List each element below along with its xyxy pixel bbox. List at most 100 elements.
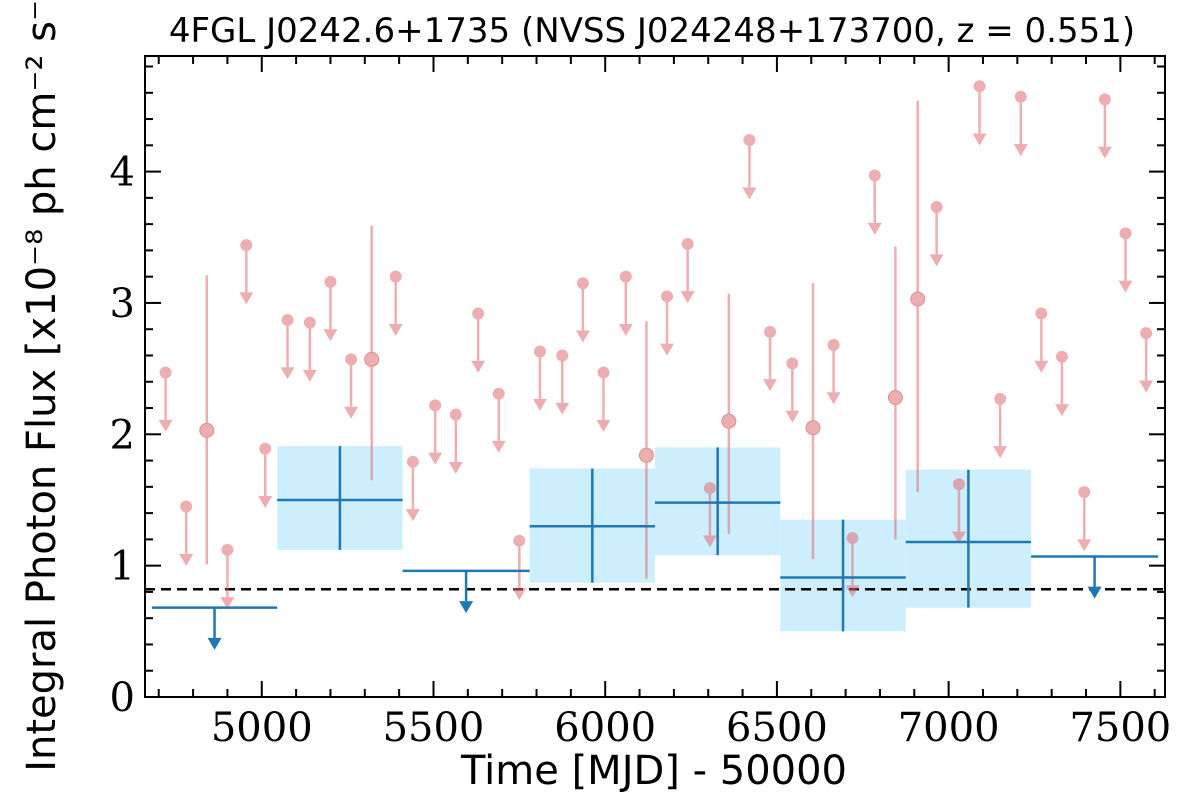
short-upper-limit [618,270,633,336]
upper-limit-point [1098,93,1111,106]
short-upper-limit [742,134,757,200]
upper-limit-point [994,392,1007,405]
short-upper-limit [972,80,987,146]
upper-limit-point [259,442,272,455]
upper-limit-point [619,270,632,283]
short-upper-limit [1034,307,1049,373]
upper-limit-arrowhead [1139,380,1154,393]
short-upper-limit [405,455,420,522]
y-tick-label: 1 [110,544,135,590]
long-upper-limit-arrowhead [459,601,474,614]
short-upper-limit [428,399,443,465]
upper-limit-point [240,239,253,252]
upper-limit-arrowhead [1013,144,1028,157]
upper-limit-point [743,134,756,147]
upper-limit-arrowhead [826,392,841,405]
upper-limit-point [576,277,589,290]
upper-limit-arrowhead [532,398,547,411]
x-axis-label: Time [MJD] - 50000 [460,748,847,794]
y-tick-label: 0 [110,675,135,721]
upper-limit-point [406,455,419,468]
upper-limit-arrowhead [596,419,611,432]
short-detection [805,283,821,560]
upper-limit-arrowhead [258,496,273,509]
upper-limit-point [597,366,610,379]
upper-limit-arrowhead [763,379,778,392]
upper-limit-point [556,349,569,362]
short-upper-limit [448,408,463,474]
upper-limit-arrowhead [491,440,506,453]
short-upper-limit [929,201,944,267]
short-upper-limit [951,478,966,544]
upper-limit-arrowhead [929,254,944,267]
upper-limit-arrowhead [1054,404,1069,417]
upper-limit-arrowhead [785,410,800,423]
long-upper-limit-arrowhead [207,637,222,650]
upper-limit-point [827,338,840,351]
x-tick-label: 7000 [898,705,1000,751]
upper-limit-point [764,325,777,338]
short-upper-limit [280,314,295,380]
upper-limit-arrowhead [239,292,254,305]
upper-limit-point [868,169,881,182]
upper-limit-point [973,80,986,93]
upper-limit-arrowhead [388,323,403,336]
upper-limit-arrowhead [448,461,463,474]
upper-limit-arrowhead [220,597,235,610]
upper-limit-arrowhead [972,133,987,146]
short-upper-limit [1013,90,1028,157]
short-upper-limit [555,349,570,415]
short-upper-limit [702,482,717,548]
short-detection [910,100,926,493]
short-upper-limit [344,353,359,419]
y-tick-label: 4 [110,150,135,196]
x-tick-label: 5000 [211,705,313,751]
short-upper-limit [158,366,173,432]
upper-limit-arrowhead [951,531,966,544]
upper-limit-point [159,366,172,379]
short-upper-limit [660,290,675,356]
x-tick-label: 6500 [726,705,828,751]
detection-point [721,413,737,429]
upper-limit-arrowhead [512,587,527,600]
upper-limit-arrowhead [1077,539,1092,552]
y-tick-label: 2 [110,412,135,458]
upper-limit-point [492,387,505,400]
upper-limit-arrowhead [660,343,675,356]
upper-limit-arrowhead [555,402,570,415]
short-upper-limit [1118,227,1133,293]
y-tick-label: 3 [110,281,135,327]
upper-limit-arrowhead [471,360,486,373]
short-upper-limit [575,277,590,343]
short-detection [638,321,654,579]
short-upper-limit [1097,93,1112,159]
upper-limit-arrowhead [867,222,882,235]
upper-limit-arrowhead [1034,360,1049,373]
upper-limit-point [681,237,694,250]
upper-limit-point [180,500,193,513]
upper-limit-point [661,290,674,303]
upper-limit-point [1140,327,1153,340]
upper-limit-arrowhead [680,291,695,304]
x-tick-label: 7500 [1069,705,1171,751]
detection-point [364,351,380,367]
upper-limit-point [449,408,462,421]
upper-limit-arrowhead [344,406,359,419]
upper-limit-point [345,353,358,366]
upper-limit-arrowhead [742,187,757,200]
plot-frame [144,55,1166,698]
upper-limit-arrowhead [158,419,173,432]
chart-title: 4FGL J0242.6+1735 (NVSS J024248+173700, … [169,11,1135,51]
short-upper-limit [471,307,486,373]
short-detection [721,293,737,535]
upper-limit-point [389,270,402,283]
upper-limit-point [703,482,716,495]
upper-limit-point [930,201,943,214]
upper-limit-point [472,307,485,320]
y-axis-label: Integral Photon Flux [x10⁻⁸ ph cm⁻² s⁻¹] [19,0,65,772]
upper-limit-point [281,314,294,327]
upper-limit-arrowhead [280,367,295,380]
upper-limit-arrowhead [993,446,1008,459]
short-upper-limit [512,534,527,600]
